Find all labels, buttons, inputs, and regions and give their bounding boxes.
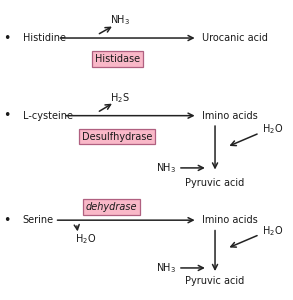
Text: dehydrase: dehydrase	[86, 202, 137, 212]
Text: NH$_3$: NH$_3$	[156, 161, 176, 175]
Text: Imino acids: Imino acids	[202, 215, 258, 225]
Text: •: •	[4, 214, 11, 227]
Text: NH$_3$: NH$_3$	[110, 13, 130, 27]
Text: Serine: Serine	[23, 215, 54, 225]
Text: H$_2$S: H$_2$S	[110, 91, 130, 105]
Text: Histidase: Histidase	[95, 54, 140, 64]
Text: Urocanic acid: Urocanic acid	[202, 33, 268, 43]
Text: •: •	[4, 32, 11, 44]
Text: Pyruvic acid: Pyruvic acid	[185, 178, 245, 188]
Text: H$_2$O: H$_2$O	[75, 233, 96, 247]
Text: Pyruvic acid: Pyruvic acid	[185, 276, 245, 286]
Text: •: •	[4, 109, 11, 122]
Text: H$_2$O: H$_2$O	[262, 122, 283, 136]
Text: L-cysteine: L-cysteine	[23, 111, 73, 121]
Text: Desulfhydrase: Desulfhydrase	[82, 132, 153, 142]
Text: Imino acids: Imino acids	[202, 111, 258, 121]
Text: H$_2$O: H$_2$O	[262, 224, 283, 238]
Text: NH$_3$: NH$_3$	[156, 261, 176, 275]
Text: Histidine: Histidine	[23, 33, 66, 43]
